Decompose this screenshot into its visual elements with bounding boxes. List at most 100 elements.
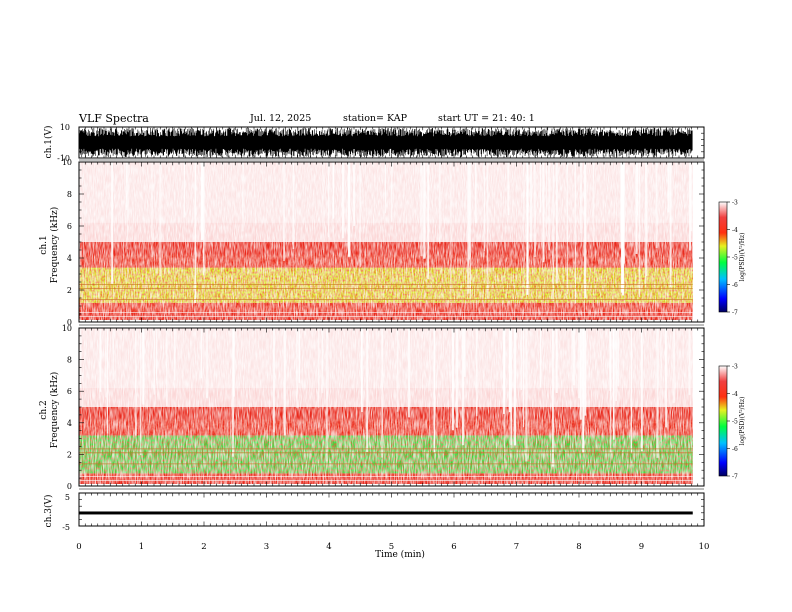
ch2-spec-streak <box>513 328 517 446</box>
ch1-spec-streak <box>347 162 351 257</box>
ch2-spec-ylabel-freq: Frequency (kHz) <box>49 372 60 449</box>
ch1-spec-streak <box>592 162 594 242</box>
ch2-spec-streak <box>475 328 478 417</box>
ch1-spec-streak <box>292 162 295 250</box>
freq-tick-label: 0 <box>67 482 72 491</box>
ch2-spec-streak <box>140 328 142 456</box>
ch2-spec-streak <box>283 328 286 436</box>
colorbar-tick-label: -6 <box>732 282 738 289</box>
ch2-spec-streak <box>325 328 329 462</box>
ch1-spec-streak <box>159 162 162 277</box>
ch1-spec-streak <box>556 162 558 284</box>
ch2-spec-streak <box>508 328 511 413</box>
freq-tick-label: 2 <box>67 286 72 295</box>
ch1-spec-ylabel: ch.1 <box>39 235 49 254</box>
ch1-spec-streak <box>469 162 471 299</box>
ch1-spec-base <box>79 320 693 322</box>
ch1-spec-streak <box>450 162 452 301</box>
x-tick-label: 4 <box>326 542 331 552</box>
ch1-waveform <box>78 127 693 158</box>
ch3-wave-ytick-top: 5 <box>65 493 70 502</box>
ch1-wave-ytick-bottom: -10 <box>57 154 70 163</box>
ch1-spec-streak <box>526 162 529 295</box>
ch1-spec-streak <box>566 162 568 295</box>
ch2-spec-streak <box>612 328 615 440</box>
ch2-spec-streak <box>571 328 573 392</box>
ch1-spec-streak <box>533 162 536 257</box>
ch2-spec-streak <box>396 328 399 412</box>
ch1-spec-streak <box>574 162 576 304</box>
ch2-spectrogram <box>79 328 693 486</box>
ch1-spec-streak <box>539 162 542 213</box>
ch1-spec-streak <box>332 162 334 219</box>
ch2-spec-streak <box>407 328 411 418</box>
ch1-spec-streak <box>690 162 693 232</box>
ch1-spectrogram <box>79 162 693 322</box>
ch1-spec-streak <box>242 162 244 232</box>
ch1-spec-streak <box>486 162 489 299</box>
ch1-spec-streak <box>194 162 197 303</box>
ch1-spec-streak <box>200 162 204 240</box>
ch1-wave-ylabel: ch.1(V) <box>43 126 54 159</box>
freq-tick-label: 2 <box>67 450 72 459</box>
ch3-wave-ylabel: ch.3(V) <box>43 495 54 528</box>
colorbar-ch2: -3 -4 -5 -6 -7 log(PSD)(V²/Hz) <box>718 364 746 481</box>
ch2-spec-streak <box>361 328 363 412</box>
x-tick-label: 1 <box>139 542 144 552</box>
colorbar-label: log(PSD)(V²/Hz) <box>739 397 746 446</box>
ch2-spec-streak <box>617 328 619 387</box>
ch2-spec-streak <box>688 328 691 395</box>
ch2-spec-yticklabels: 0 2 4 6 8 10 <box>62 324 72 491</box>
ch1-spec-noise <box>79 162 693 322</box>
x-tick-label: 2 <box>201 542 206 552</box>
colorbar-tick-label: -7 <box>732 474 738 481</box>
ch2-spec-streak <box>610 328 612 453</box>
ch2-spec-streak <box>296 328 298 409</box>
ch2-spec-streak <box>520 328 522 391</box>
date-label: Jul. 12, 2025 <box>250 113 312 124</box>
ch2-spec-streak <box>79 328 82 388</box>
ch2-spec-base <box>79 484 693 486</box>
x-tick-label: 0 <box>76 542 81 552</box>
ch2-spec-streak <box>273 328 275 433</box>
ch2-spec-streak <box>660 328 662 442</box>
ch2-spec-streak <box>525 328 528 462</box>
ch1-spec-streak <box>151 162 153 257</box>
x-tick-label: 10 <box>699 542 710 552</box>
ch2-spec-streak <box>155 328 157 381</box>
ch1-spec-streak <box>423 162 426 259</box>
ch2-spec-streak <box>579 328 582 420</box>
ch1-spec-streak <box>467 162 470 294</box>
ch1-spec-streak <box>111 162 114 284</box>
freq-tick-label: 8 <box>67 356 72 365</box>
ch1-spec-streak <box>620 162 622 249</box>
ch1-spec-streak <box>439 162 441 244</box>
ch1-spec-streak <box>621 162 624 293</box>
ch2-spec-streak <box>231 328 234 457</box>
freq-tick-label: 0 <box>67 318 72 327</box>
colorbar-gradient <box>718 365 728 477</box>
ch1-wave-ytick-top: 10 <box>60 123 70 132</box>
ch2-spec-streak <box>451 328 454 431</box>
ch2-spec-streak <box>112 328 114 380</box>
ch1-spec-streak <box>638 162 641 298</box>
ch1-spec-streak <box>552 162 555 301</box>
ch1-spec-streak <box>523 162 525 297</box>
ch1-spec-yticklabels: 0 2 4 6 8 10 <box>62 158 72 327</box>
ch2-spec-streak <box>142 328 145 405</box>
ch1-spec-streak <box>183 162 185 218</box>
ch2-spec-streak <box>656 328 659 458</box>
colorbar-tick-label: -5 <box>732 419 738 426</box>
ch2-spec-streak <box>572 328 576 386</box>
ch1-spec-streak <box>507 162 510 216</box>
chart-title: VLF Spectra <box>79 112 149 125</box>
ch1-spec-streak <box>669 162 672 287</box>
ch1-spec-streak <box>384 162 386 214</box>
ch1-spec-streak <box>341 162 345 239</box>
ch3-wave-ytick-bottom: -5 <box>62 523 70 532</box>
ch1-spec-streak <box>427 162 430 280</box>
x-tick-label: 5 <box>389 542 394 552</box>
freq-tick-label: 6 <box>67 387 72 396</box>
ch1-spec-streak <box>542 162 545 263</box>
ch2-spec-streak <box>463 328 466 377</box>
